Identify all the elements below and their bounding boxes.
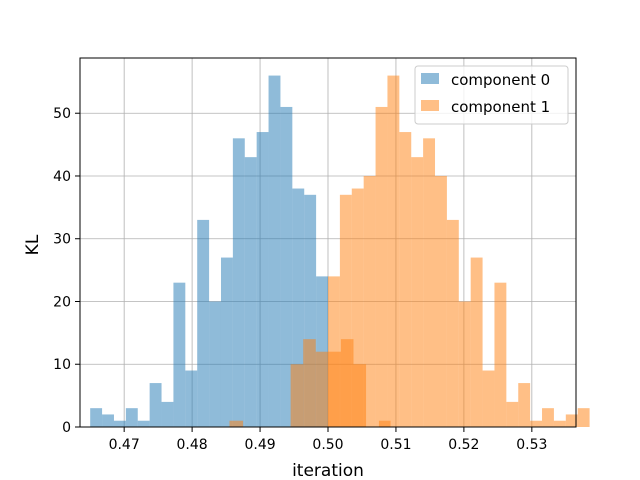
histogram-bar-series-1 — [351, 188, 364, 427]
histogram-bar-series-0 — [161, 401, 174, 427]
x-axis-label: iteration — [292, 461, 364, 480]
histogram-bar-series-1 — [387, 75, 400, 428]
histogram-bar-series-3 — [378, 420, 391, 427]
y-tick-label: 20 — [53, 294, 71, 310]
legend-swatch-component-0 — [421, 73, 439, 84]
histogram-bar-series-1 — [435, 175, 447, 427]
histogram-bar-series-1 — [518, 383, 531, 427]
histogram-bar-series-0 — [280, 106, 293, 428]
x-tick-label: 0.50 — [312, 437, 343, 453]
histogram-bar-series-2 — [290, 364, 304, 427]
histogram-bar-series-0 — [256, 132, 269, 427]
y-axis-label: KL — [23, 234, 43, 255]
histogram-bar-series-0 — [232, 138, 245, 427]
histogram-bar-series-1 — [375, 106, 388, 428]
histogram-bar-series-0 — [197, 219, 210, 427]
x-tick-label: 0.49 — [244, 437, 275, 453]
histogram-bar-series-1 — [494, 282, 507, 427]
histogram-bar-series-0 — [244, 157, 257, 427]
histogram-bar-series-1 — [339, 194, 352, 427]
histogram-bar-series-0 — [209, 301, 221, 427]
x-tick-label: 0.47 — [109, 437, 140, 453]
histogram-bar-series-1 — [530, 420, 543, 427]
histogram-bar-series-2 — [353, 364, 367, 427]
histogram-bar-series-0 — [137, 420, 150, 427]
histogram-bar-series-0 — [292, 188, 305, 427]
histogram-bar-series-0 — [149, 383, 162, 427]
histogram-bar-series-2 — [328, 351, 341, 427]
histogram-bar-series-1 — [423, 138, 436, 427]
histogram-bar-series-3 — [229, 420, 244, 427]
histogram-bar-series-1 — [411, 157, 424, 427]
bars — [90, 75, 590, 428]
histogram-bar-series-0 — [268, 75, 281, 428]
legend: component 0 component 1 — [414, 65, 569, 125]
axis-ticks: 0.47 0.48 0.49 0.50 0.51 0.52 0.53 0 10 20 30 40 50 — [53, 106, 547, 453]
histogram-bar-series-1 — [446, 219, 459, 427]
histogram-bar-series-2 — [340, 339, 354, 427]
histogram-bar-series-0 — [102, 414, 114, 427]
histogram-bar-series-2 — [315, 351, 329, 427]
histogram-bar-series-1 — [482, 370, 495, 427]
histogram-bar-series-0 — [304, 194, 317, 427]
histogram-bar-series-0 — [173, 282, 186, 427]
histogram-bar-series-1 — [565, 414, 578, 427]
y-tick-label: 10 — [53, 357, 71, 373]
histogram-bar-series-1 — [470, 257, 483, 427]
histogram-bar-series-1 — [506, 401, 519, 427]
histogram-bar-series-0 — [185, 370, 198, 427]
histogram-bar-series-1 — [553, 420, 566, 427]
legend-box — [414, 65, 569, 125]
histogram-bar-series-0 — [90, 408, 103, 427]
histogram-bar-series-1 — [577, 408, 590, 427]
histogram-bar-series-1 — [458, 301, 471, 427]
y-tick-label: 30 — [53, 232, 71, 248]
histogram-bar-series-2 — [303, 339, 316, 427]
histogram-bar-series-0 — [113, 420, 126, 427]
legend-label-component-1: component 1 — [451, 98, 550, 116]
x-tick-label: 0.48 — [177, 437, 208, 453]
y-tick-label: 40 — [53, 169, 71, 185]
histogram-bar-series-0 — [220, 257, 233, 427]
histogram-bar-series-1 — [542, 408, 554, 427]
histogram-bar-series-0 — [125, 408, 138, 427]
legend-label-component-0: component 0 — [451, 71, 550, 89]
y-tick-label: 0 — [62, 420, 71, 436]
legend-swatch-component-1 — [421, 100, 439, 111]
histogram-bar-series-1 — [363, 175, 376, 427]
x-tick-label: 0.52 — [448, 437, 479, 453]
x-tick-label: 0.53 — [516, 437, 547, 453]
x-tick-label: 0.51 — [380, 437, 411, 453]
y-tick-label: 50 — [53, 106, 71, 122]
histogram-bar-series-1 — [399, 132, 412, 427]
